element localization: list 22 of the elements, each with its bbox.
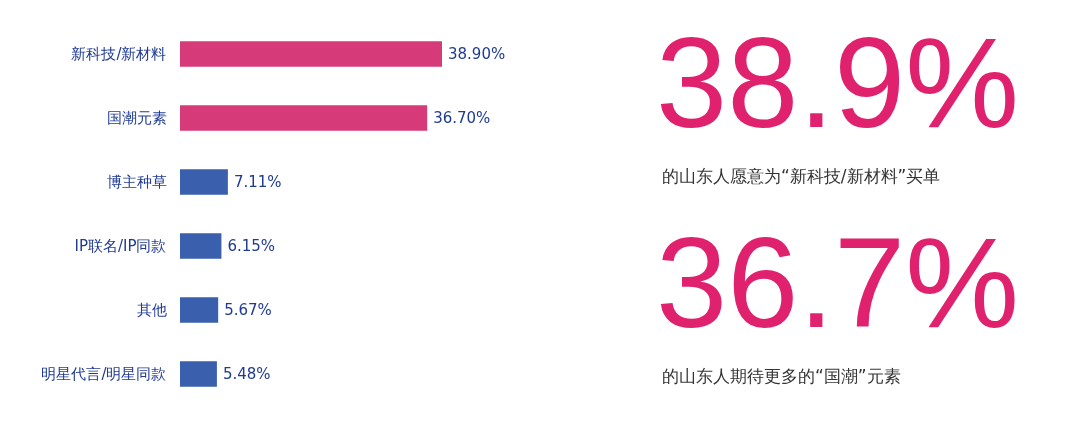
text: 的山东人期待更多的“国潮”元素: [662, 366, 901, 386]
y-tick-label: IP联名/IP同款: [74, 237, 167, 255]
bar: [180, 297, 219, 323]
y-tick-label: 其他: [136, 301, 167, 319]
data-label: 7.11%: [233, 173, 282, 191]
text: 的山东人愿意为“新科技/新材料”买单: [662, 166, 941, 186]
data-label: 6.15%: [227, 237, 276, 255]
bar: [180, 361, 217, 387]
y-tick-label: 博主种草: [106, 173, 167, 191]
data-label: 36.70%: [433, 109, 491, 127]
y-tick-label: 明星代言/明星同款: [41, 365, 167, 383]
y-tick-label: 国潮元素: [106, 109, 167, 127]
data-label: 5.67%: [224, 301, 272, 319]
data-label: 5.48%: [222, 365, 271, 383]
bar: [180, 169, 228, 195]
bar: [180, 105, 428, 131]
y-tick-label: 新科技/新材料: [71, 45, 167, 63]
bar: [180, 233, 222, 259]
bar: [180, 41, 442, 67]
text: 36.7%: [656, 211, 1019, 354]
data-label: 38.90%: [448, 45, 506, 63]
text: 38.9%: [656, 11, 1019, 154]
